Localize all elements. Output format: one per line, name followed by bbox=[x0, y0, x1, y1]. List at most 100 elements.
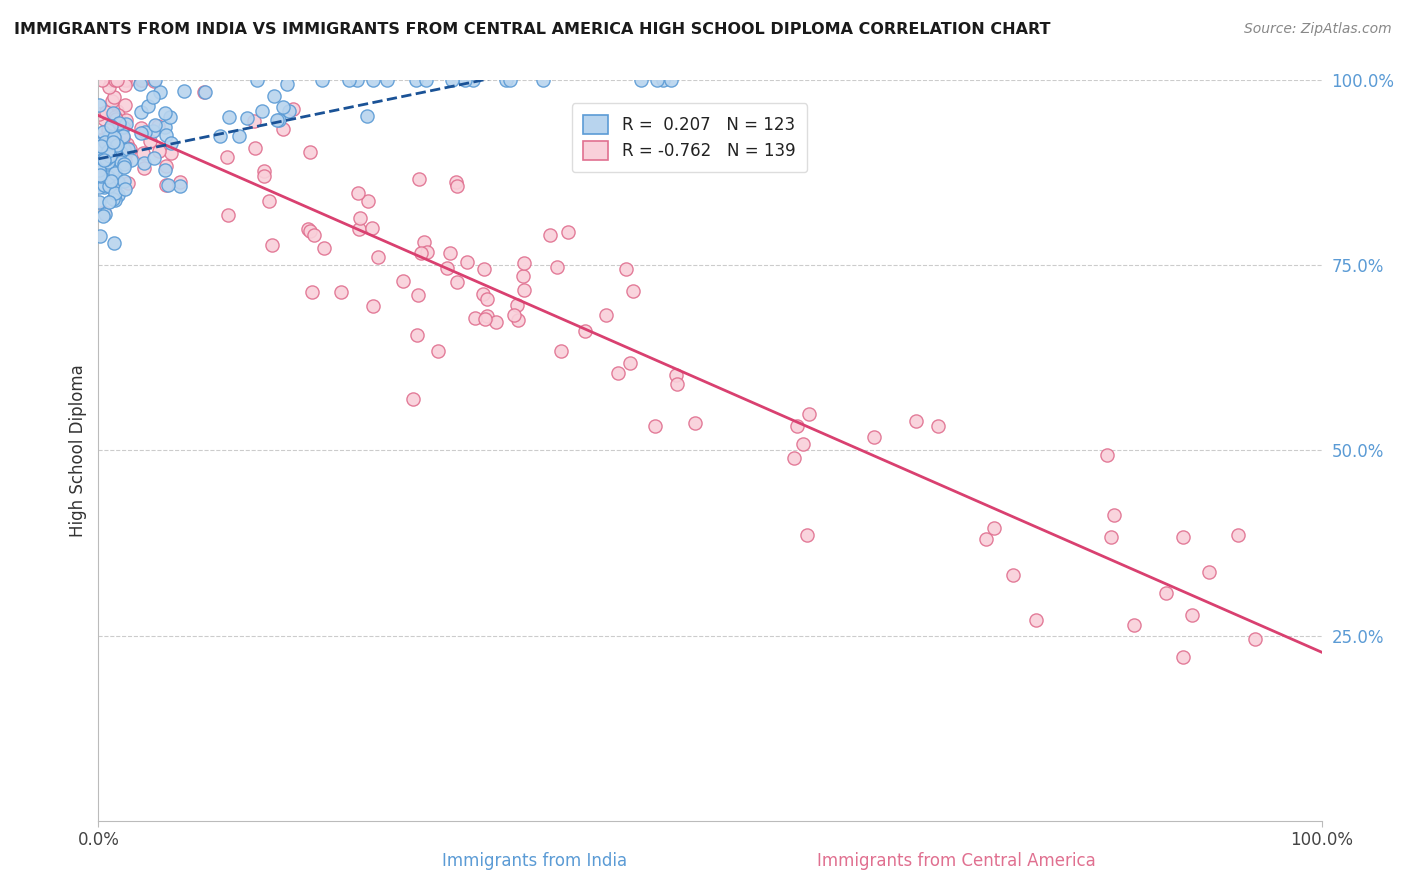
Point bbox=[159, 110, 181, 124]
Point bbox=[361, 221, 384, 235]
Point bbox=[471, 287, 494, 301]
Point bbox=[100, 104, 122, 119]
Point bbox=[228, 128, 250, 143]
Point bbox=[129, 104, 152, 119]
Point bbox=[89, 229, 111, 244]
Point bbox=[651, 73, 673, 87]
Point bbox=[112, 160, 135, 174]
Point bbox=[107, 175, 129, 189]
Point bbox=[456, 255, 478, 269]
Point bbox=[114, 73, 136, 87]
Point bbox=[136, 98, 159, 112]
Point bbox=[98, 149, 121, 163]
Point bbox=[905, 414, 928, 428]
Point bbox=[104, 166, 127, 180]
Point bbox=[93, 152, 115, 166]
Point bbox=[93, 204, 115, 219]
Point bbox=[406, 288, 429, 302]
Point bbox=[93, 180, 115, 194]
Point bbox=[495, 73, 517, 87]
Point bbox=[110, 146, 132, 161]
Point bbox=[250, 104, 273, 119]
Point bbox=[405, 73, 427, 87]
Point bbox=[134, 156, 156, 170]
Point bbox=[108, 116, 131, 130]
Point bbox=[90, 138, 112, 153]
Point bbox=[87, 165, 110, 179]
Point bbox=[105, 138, 128, 153]
Point bbox=[143, 118, 166, 132]
Point bbox=[91, 175, 114, 189]
Point bbox=[89, 159, 111, 173]
Point bbox=[104, 73, 127, 87]
Point bbox=[253, 169, 276, 183]
Point bbox=[337, 73, 360, 87]
Point bbox=[89, 152, 111, 166]
Point bbox=[302, 227, 325, 242]
Point bbox=[87, 194, 110, 209]
Point bbox=[117, 142, 139, 156]
Point bbox=[440, 73, 463, 87]
Point bbox=[103, 90, 125, 104]
Point bbox=[484, 315, 506, 329]
Point bbox=[474, 311, 496, 326]
Point bbox=[98, 135, 121, 149]
Point bbox=[110, 144, 132, 158]
Point bbox=[862, 430, 884, 444]
Text: IMMIGRANTS FROM INDIA VS IMMIGRANTS FROM CENTRAL AMERICA HIGH SCHOOL DIPLOMA COR: IMMIGRANTS FROM INDIA VS IMMIGRANTS FROM… bbox=[14, 22, 1050, 37]
Point bbox=[614, 262, 637, 277]
Point bbox=[194, 85, 217, 99]
Point bbox=[117, 136, 139, 151]
Point bbox=[464, 310, 486, 325]
Point bbox=[87, 180, 110, 194]
Point bbox=[104, 142, 127, 156]
Point bbox=[87, 107, 110, 121]
Point bbox=[97, 136, 120, 150]
Point bbox=[506, 298, 529, 312]
Point bbox=[1226, 527, 1249, 541]
Point bbox=[120, 153, 142, 167]
Text: Source: ZipAtlas.com: Source: ZipAtlas.com bbox=[1244, 22, 1392, 37]
Point bbox=[278, 103, 301, 118]
Point bbox=[1154, 586, 1177, 600]
Point bbox=[89, 168, 111, 182]
Point bbox=[87, 176, 110, 190]
Point bbox=[439, 245, 461, 260]
Point bbox=[299, 224, 322, 238]
Point bbox=[153, 120, 176, 135]
Point bbox=[103, 135, 125, 149]
Point bbox=[98, 154, 121, 169]
Point bbox=[96, 136, 118, 150]
Point bbox=[531, 73, 554, 87]
Point bbox=[356, 109, 378, 123]
Point bbox=[444, 174, 467, 188]
Point bbox=[366, 251, 388, 265]
Point bbox=[298, 145, 321, 160]
Point bbox=[105, 104, 128, 119]
Point bbox=[105, 73, 128, 87]
Point bbox=[271, 121, 294, 136]
Point bbox=[115, 141, 138, 155]
Point bbox=[89, 132, 111, 146]
Point bbox=[115, 112, 138, 127]
Point bbox=[475, 292, 498, 306]
Point bbox=[792, 436, 814, 450]
Point bbox=[512, 268, 534, 283]
Point bbox=[349, 211, 371, 225]
Point bbox=[595, 308, 617, 322]
Point bbox=[112, 142, 135, 156]
Point bbox=[408, 171, 430, 186]
Point bbox=[93, 112, 115, 126]
Point bbox=[1181, 607, 1204, 622]
Point bbox=[103, 130, 125, 145]
Point bbox=[361, 299, 384, 313]
Point bbox=[1198, 565, 1220, 579]
Point bbox=[215, 150, 238, 164]
Point bbox=[683, 416, 706, 430]
Point bbox=[218, 110, 240, 124]
Point bbox=[1002, 568, 1025, 582]
Point bbox=[330, 285, 353, 299]
Point bbox=[117, 176, 139, 190]
Point bbox=[112, 156, 135, 170]
Point bbox=[149, 85, 172, 99]
